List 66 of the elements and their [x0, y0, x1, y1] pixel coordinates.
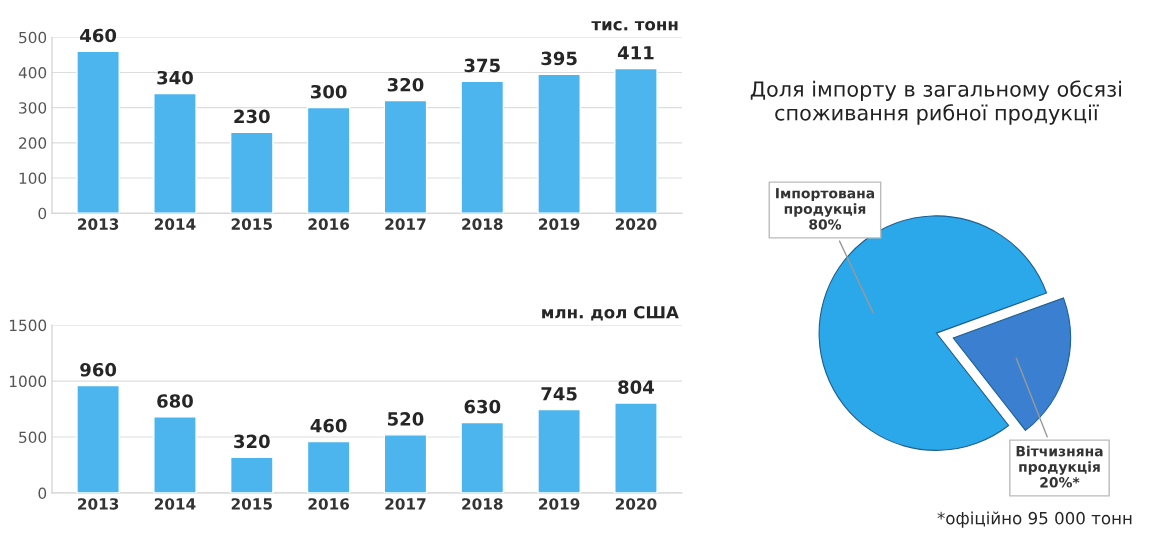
y-tick-label: 500 [19, 31, 47, 44]
bar [306, 440, 351, 494]
data-label: 320 [234, 434, 270, 449]
bar [229, 456, 274, 494]
bar [537, 73, 581, 214]
text: *офіційно 95 000 тонн [937, 511, 1132, 528]
y-tick-label: 200 [19, 137, 47, 149]
text: млн. дол США [542, 305, 679, 321]
bar [460, 80, 505, 214]
bar [460, 421, 505, 494]
y-tick-label: 1000 [9, 375, 47, 388]
data-label: 230 [234, 109, 270, 124]
x-tick-label: 2017 [385, 498, 426, 510]
data-label: 960 [80, 362, 117, 377]
x-tick-label: 2015 [231, 218, 272, 230]
bar [229, 131, 274, 214]
data-label: 375 [464, 58, 500, 73]
bar [537, 408, 581, 494]
x-tick-label: 2014 [154, 218, 196, 230]
data-label: 520 [388, 412, 424, 426]
text: тис. тонн [591, 20, 678, 31]
bar [76, 50, 120, 214]
data-label: 680 [157, 394, 193, 408]
slice-label: Вітчизняна продукція [1016, 445, 1103, 475]
x-tick-label: 2014 [154, 498, 196, 510]
slice-label: Імпортована продукція [776, 188, 875, 217]
y-tick-label: 0 [38, 207, 47, 220]
y-tick-label: 300 [19, 102, 47, 114]
data-label: 320 [387, 77, 424, 92]
data-label: 20%* [1040, 477, 1080, 488]
bar [306, 106, 351, 214]
y-tick-label: 500 [19, 431, 47, 444]
x-tick-label: 2016 [308, 218, 350, 230]
chart-title: Доля імпорту в загальному обсязі споживання рибної продукції [750, 80, 1122, 125]
data-label: 300 [310, 84, 347, 99]
data-label: 340 [157, 70, 193, 85]
y-tick-label: 1500 [9, 319, 47, 332]
data-label: 460 [310, 418, 347, 433]
bar [383, 99, 428, 214]
x-tick-label: 2020 [615, 218, 657, 230]
y-tick-label: 400 [18, 66, 47, 79]
y-tick-label: 0 [38, 487, 47, 500]
x-tick-label: 2016 [308, 498, 350, 510]
x-tick-label: 2013 [78, 218, 119, 230]
x-tick-label: 2019 [539, 498, 580, 510]
data-label: 80% [809, 219, 842, 230]
y-tick-label: 100 [19, 172, 47, 185]
data-label: 804 [618, 380, 654, 394]
data-label: 395 [541, 51, 577, 66]
x-tick-label: 2017 [385, 218, 426, 230]
x-tick-label: 2018 [462, 218, 503, 230]
data-label: 630 [464, 399, 501, 414]
data-label: 745 [541, 387, 577, 401]
bar [614, 67, 658, 214]
bar [383, 434, 428, 494]
bar [76, 384, 120, 494]
x-tick-label: 2018 [462, 498, 503, 510]
data-label: 460 [80, 28, 117, 43]
x-tick-label: 2019 [539, 218, 580, 230]
bar [153, 416, 197, 494]
x-tick-label: 2020 [615, 498, 657, 510]
data-label: 411 [617, 46, 654, 60]
bar [614, 402, 658, 494]
x-tick-label: 2015 [231, 498, 272, 510]
x-tick-label: 2013 [78, 498, 119, 510]
bar [153, 92, 197, 214]
